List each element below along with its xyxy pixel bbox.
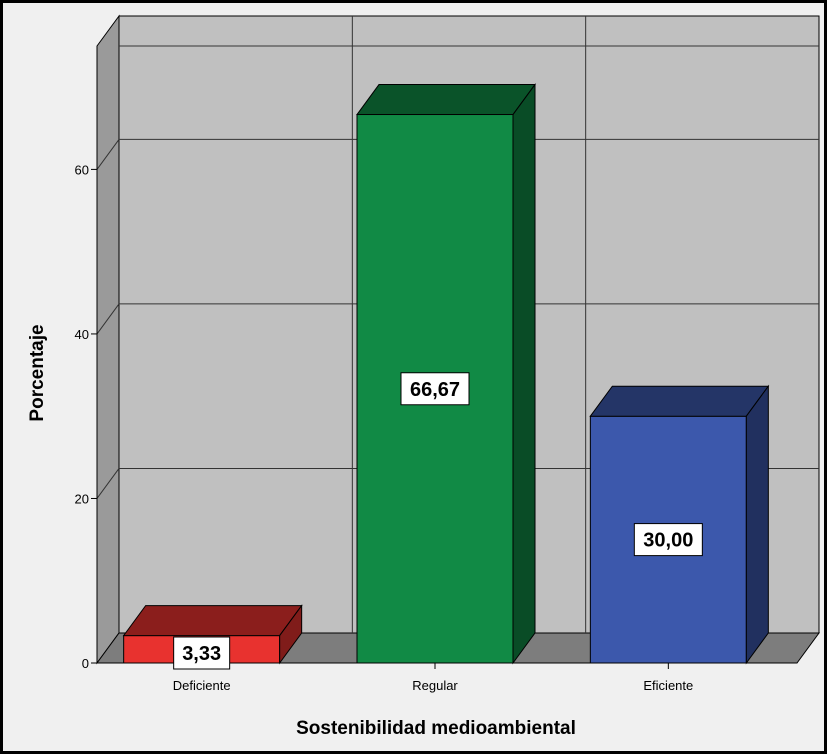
- data-label-box: [633, 523, 703, 557]
- side-gridline: [96, 468, 120, 499]
- y-axis-title: Porcentaje: [27, 324, 48, 421]
- bar-top: [589, 385, 770, 417]
- bar-eficiente: [589, 384, 770, 665]
- y-tick-label: 40: [75, 327, 89, 342]
- y-tick-label: 60: [75, 162, 89, 177]
- side-gridline: [96, 303, 120, 335]
- data-label: 66,67: [410, 379, 460, 401]
- side-wall: [96, 14, 120, 665]
- bar-side: [512, 83, 536, 665]
- data-label-box: [400, 372, 470, 406]
- bar-top: [122, 605, 303, 637]
- bar-side: [279, 604, 303, 665]
- data-label: 30,00: [643, 530, 693, 552]
- x-tick-label: Eficiente: [643, 678, 693, 693]
- x-tick-label: Regular: [412, 678, 458, 693]
- x-axis-title: Sostenibilidad medioambiental: [296, 718, 576, 739]
- x-tick-label: Deficiente: [173, 678, 231, 693]
- y-tick-label: 0: [82, 656, 89, 671]
- side-gridline: [96, 139, 120, 170]
- bar-side: [745, 384, 769, 665]
- y-tick-label: 20: [75, 491, 89, 506]
- data-label: 3,33: [182, 643, 221, 665]
- bar-top: [356, 84, 536, 116]
- data-label-box: [173, 636, 231, 670]
